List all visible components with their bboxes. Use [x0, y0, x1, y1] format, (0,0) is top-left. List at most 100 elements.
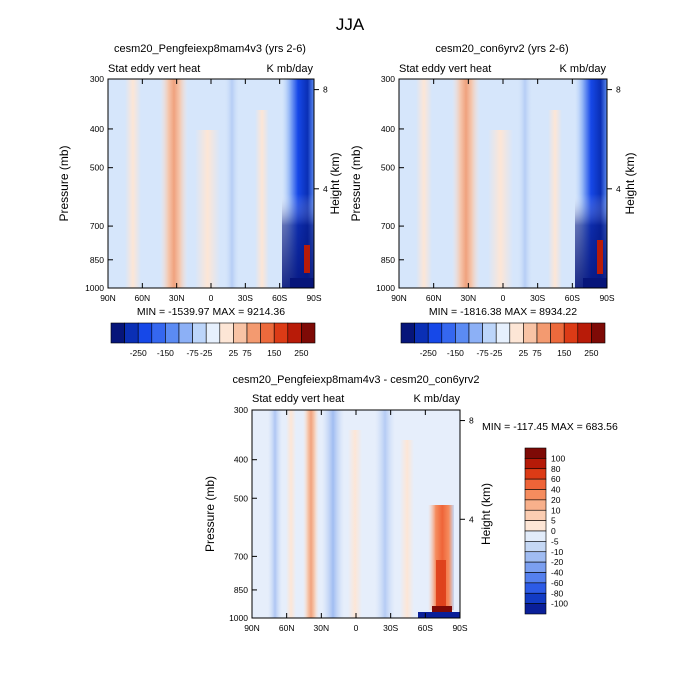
colorbar-swatch	[468, 322, 483, 344]
panel-c-left-label: Stat eddy vert heat	[252, 393, 344, 405]
colorbar-swatch	[441, 322, 456, 344]
colorbar-swatch	[536, 322, 551, 344]
panel-c-neg-band-1	[268, 410, 282, 618]
colorbar-swatch	[524, 478, 547, 490]
figure-title: JJA	[336, 15, 365, 34]
panel-a-axes: 90N 60N 30N 0 30S 60S 90S 300 400 500 700 850 1000 8 4	[85, 74, 328, 303]
panel-b-hot-spot	[597, 240, 603, 274]
colorbar-label: 10	[551, 505, 561, 515]
x-tick-label: 30N	[461, 293, 477, 303]
colorbar-swatch	[301, 322, 316, 344]
panel-a-warm-band-30n	[160, 79, 188, 288]
y-tick-label: 850	[234, 585, 248, 595]
panel-b-faint-pos-2	[488, 130, 513, 288]
panel-b-y2label: Height (km)	[623, 152, 637, 214]
panel-a-field	[108, 79, 314, 288]
colorbar-swatch	[205, 322, 221, 344]
x-tick-label: 0	[501, 293, 506, 303]
colorbar-swatch	[233, 322, 248, 344]
y-tick-label: 700	[234, 551, 248, 561]
x-tick-label: 30S	[238, 293, 253, 303]
colorbar-label: 0	[551, 526, 556, 536]
panel-a-title: cesm20_Pengfeiexp8mam4v3 (yrs 2-6)	[114, 43, 306, 55]
panel-c-hot-core	[436, 560, 446, 606]
colorbar-label: 250	[584, 348, 598, 358]
colorbar-label: 150	[267, 348, 281, 358]
y-tick-label: 700	[90, 221, 104, 231]
colorbar-label: 40	[551, 485, 561, 495]
panel-c-minmax: MIN = -117.45 MAX = 683.56	[482, 421, 618, 433]
x-tick-label: 60N	[135, 293, 151, 303]
colorbar-label: -25	[490, 348, 503, 358]
panel-b-faint-pos-1	[416, 79, 432, 288]
y-tick-label: 1000	[229, 613, 248, 623]
y2-tick-label: 8	[469, 416, 474, 426]
colorbar-swatch	[509, 322, 524, 344]
x-tick-label: 90S	[599, 293, 614, 303]
colorbar-label: -5	[551, 536, 559, 546]
x-tick-label: 0	[209, 293, 214, 303]
panel-b-faint-pos-3	[548, 110, 562, 288]
y-tick-label: 400	[90, 124, 104, 134]
panel-c-pos-band-1	[286, 410, 296, 618]
panel-c-neg-band-2	[322, 410, 344, 618]
y-tick-label: 850	[90, 255, 104, 265]
colorbar-label: -10	[551, 547, 564, 557]
panel-b-minmax: MIN = -1816.38 MAX = 8934.22	[429, 306, 577, 318]
x-tick-label: 0	[354, 623, 359, 633]
colorbar-label: -150	[447, 348, 464, 358]
panel-c: cesm20_Pengfeiexp8mam4v3 - cesm20_con6yr…	[203, 374, 618, 633]
panel-a-faint-neg-1	[225, 79, 239, 288]
colorbar-swatch	[495, 322, 511, 344]
panel-a-faint-pos-1	[125, 79, 141, 288]
panel-c-ground	[432, 606, 452, 612]
x-tick-label: 30S	[383, 623, 398, 633]
y-tick-label: 300	[234, 405, 248, 415]
colorbar-label: -250	[420, 348, 437, 358]
panel-c-axes: 90N 60N 30N 0 30S 60S 90S 300 400 500 700 850 1000 8 4	[229, 405, 474, 633]
x-tick-label: 90S	[452, 623, 467, 633]
colorbar-label: 75	[532, 348, 542, 358]
colorbar-swatch	[455, 322, 470, 344]
y-tick-label: 500	[381, 163, 395, 173]
colorbar-label: 250	[294, 348, 308, 358]
colorbar-swatch	[563, 322, 579, 344]
colorbar-swatch	[524, 530, 547, 542]
colorbar-swatch	[524, 561, 547, 573]
x-tick-label: 60S	[565, 293, 580, 303]
colorbar-swatch	[524, 603, 547, 615]
colorbar-label: 100	[551, 453, 565, 463]
colorbar-swatch	[524, 592, 547, 604]
y-tick-label: 300	[90, 74, 104, 84]
panel-b-ylabel: Pressure (mb)	[349, 145, 363, 221]
panel-a: cesm20_Pengfeiexp8mam4v3 (yrs 2-6) Stat …	[57, 43, 342, 358]
colorbar-swatch	[523, 322, 538, 344]
x-tick-label: 30N	[169, 293, 185, 303]
y2-tick-label: 4	[469, 514, 474, 524]
panel-a-colorbar: -250 -150 -75 -25 25 75 150 250	[110, 322, 316, 358]
colorbar-label: -75	[476, 348, 489, 358]
colorbar-swatch	[192, 322, 207, 344]
y-tick-label: 400	[234, 455, 248, 465]
panel-c-pos-band-2	[303, 410, 319, 618]
colorbar-label: 80	[551, 464, 561, 474]
colorbar-swatch	[219, 322, 234, 344]
y-tick-label: 850	[381, 255, 395, 265]
colorbar-swatch	[414, 322, 429, 344]
x-tick-label: 30N	[314, 623, 330, 633]
y2-tick-label: 4	[616, 184, 621, 194]
colorbar-label: -75	[186, 348, 199, 358]
x-tick-label: 30S	[530, 293, 545, 303]
colorbar-swatch	[524, 541, 547, 553]
colorbar-label: 75	[242, 348, 252, 358]
y-tick-label: 300	[381, 74, 395, 84]
x-tick-label: 60N	[426, 293, 442, 303]
colorbar-swatch	[273, 322, 289, 344]
colorbar-swatch	[577, 322, 592, 344]
colorbar-swatch	[591, 322, 606, 344]
panel-a-faint-pos-2	[195, 130, 220, 288]
colorbar-swatch	[110, 322, 125, 344]
panel-c-field	[252, 410, 460, 618]
y-tick-label: 400	[381, 124, 395, 134]
